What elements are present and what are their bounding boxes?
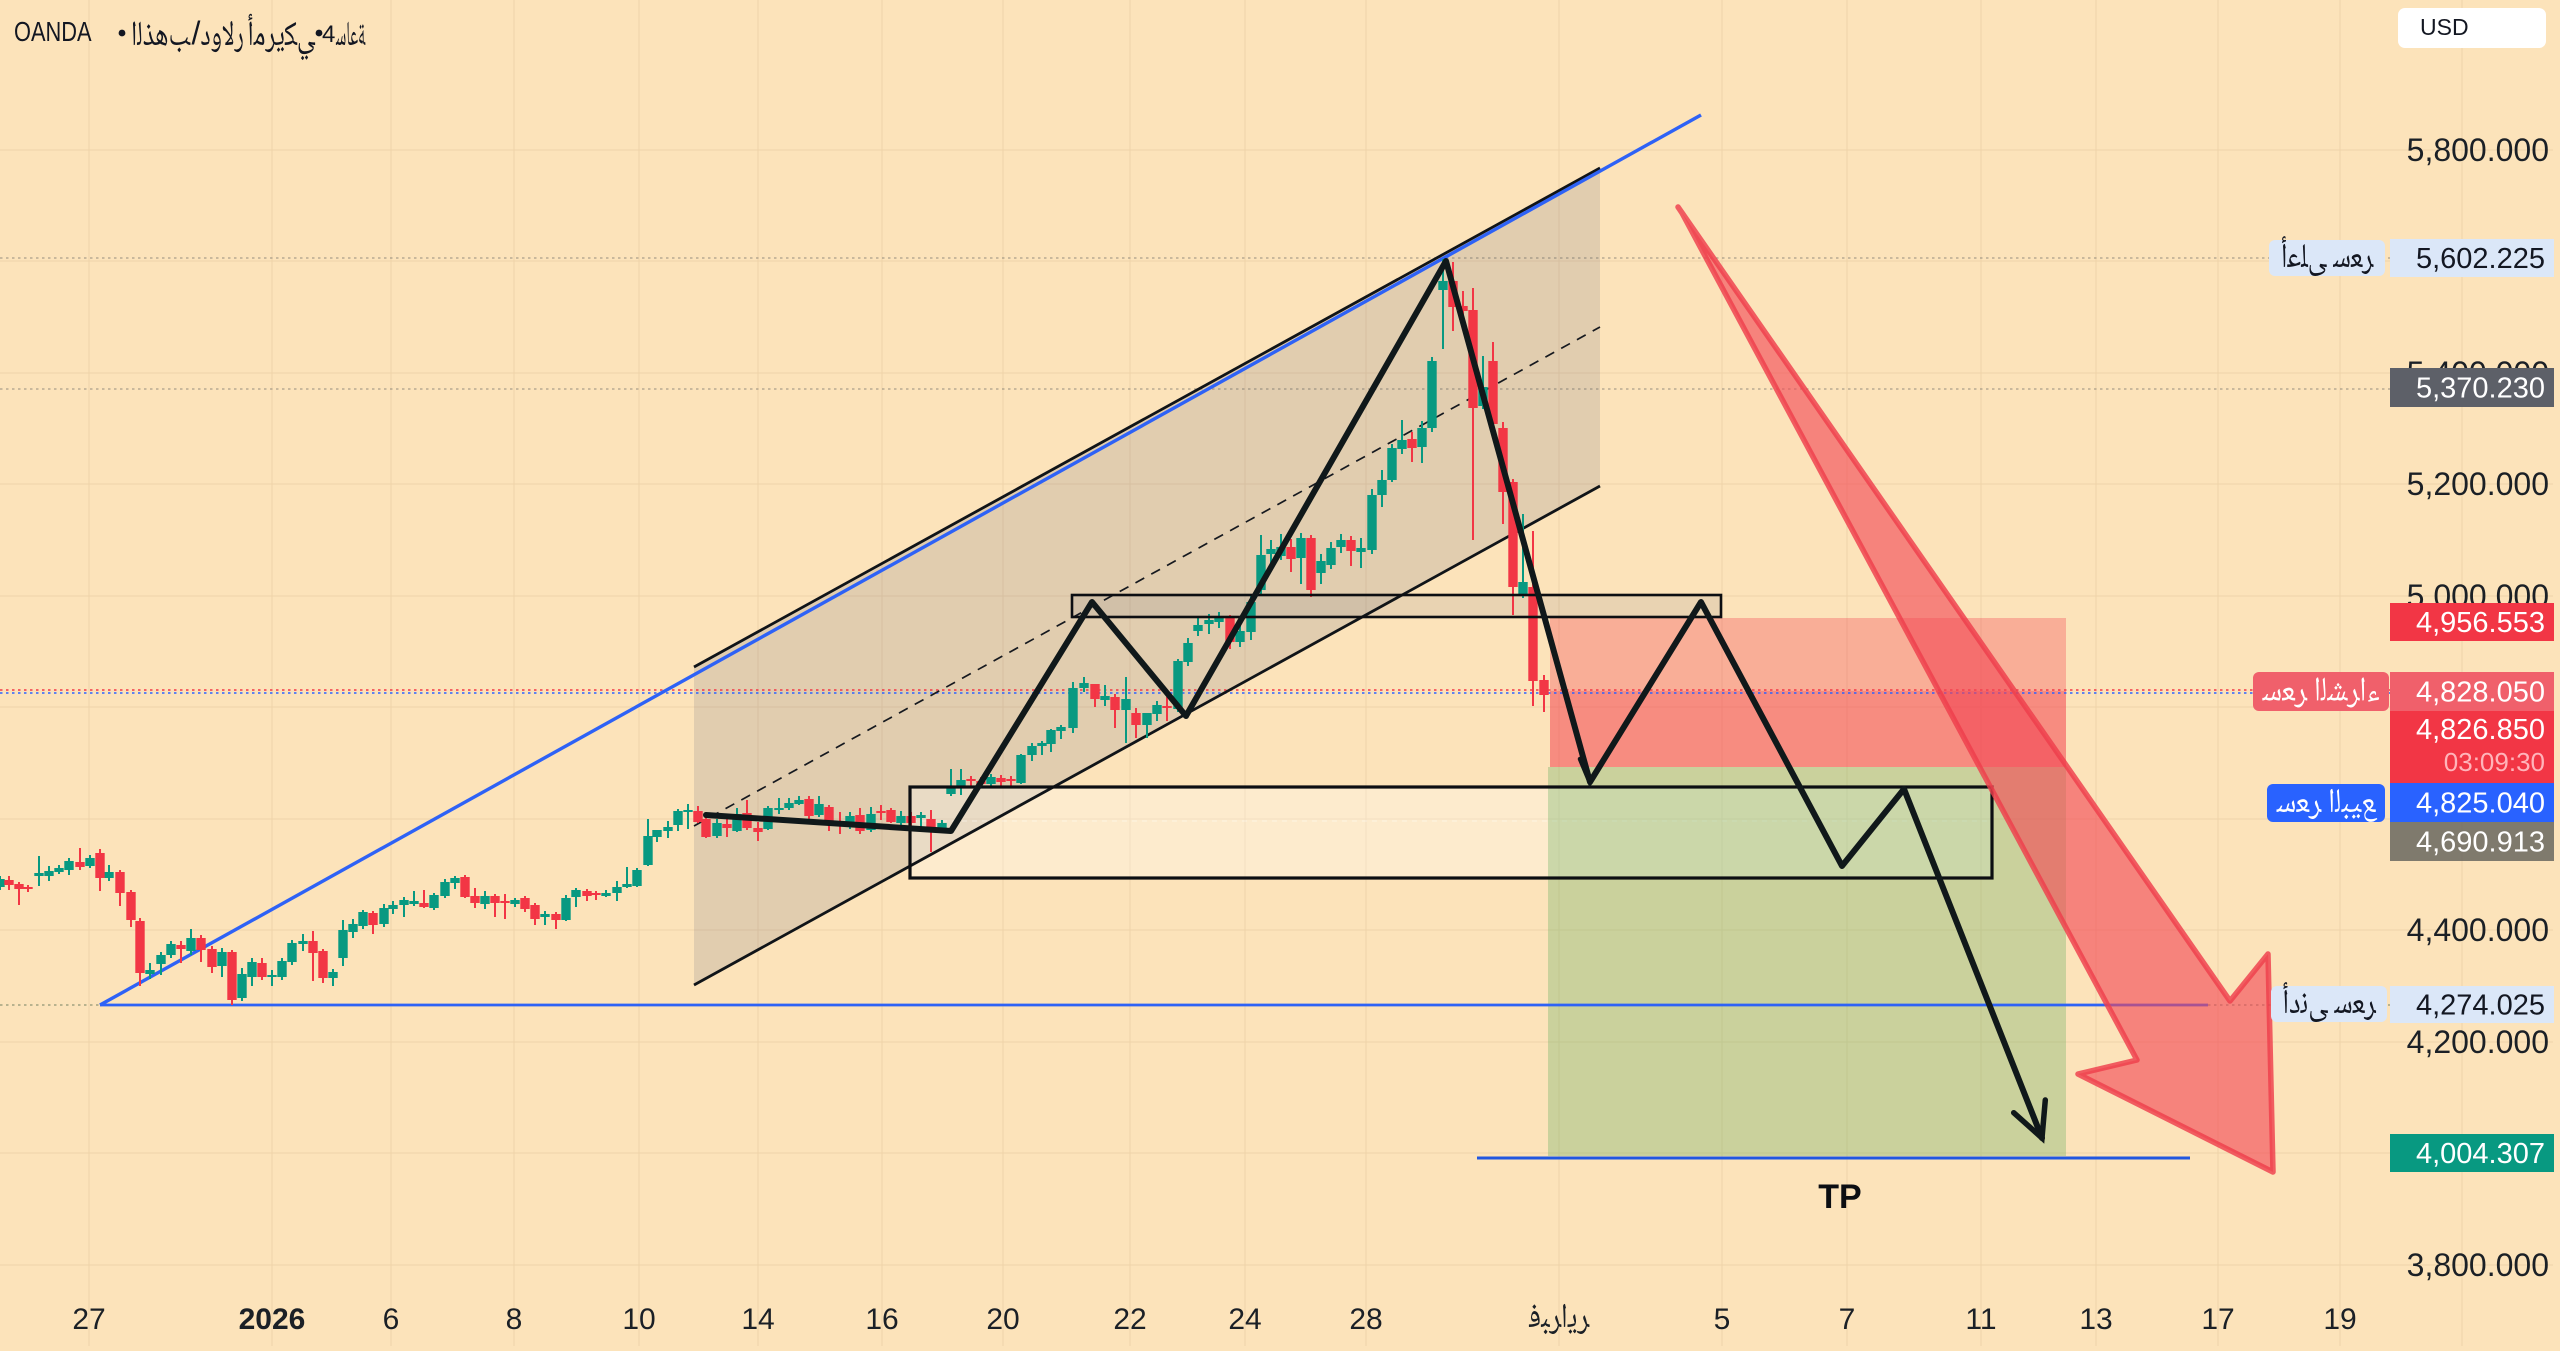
svg-text:20: 20 [986, 1303, 1019, 1336]
svg-text:22: 22 [1113, 1303, 1146, 1336]
svg-text:10: 10 [622, 1303, 655, 1336]
svg-text:4,274.025: 4,274.025 [2416, 990, 2545, 1022]
svg-text:28: 28 [1349, 1303, 1382, 1336]
svg-text:3,800.000: 3,800.000 [2407, 1247, 2549, 1283]
svg-text:14: 14 [741, 1303, 774, 1336]
svg-text:4,200.000: 4,200.000 [2407, 1024, 2549, 1060]
svg-text:6: 6 [383, 1303, 400, 1336]
svg-text:27: 27 [72, 1303, 105, 1336]
svg-text:4,826.850: 4,826.850 [2416, 714, 2545, 746]
svg-text:16: 16 [865, 1303, 898, 1336]
svg-text:19: 19 [2323, 1303, 2356, 1336]
svg-text:7: 7 [1839, 1303, 1856, 1336]
svg-text:/: / [192, 15, 201, 51]
svg-text:TP: TP [1818, 1178, 1861, 1216]
svg-text:03:09:30: 03:09:30 [2444, 747, 2545, 777]
svg-text:24: 24 [1228, 1303, 1261, 1336]
svg-text:4,825.040: 4,825.040 [2416, 788, 2545, 820]
svg-text:5,602.225: 5,602.225 [2416, 243, 2545, 275]
svg-text:4,400.000: 4,400.000 [2407, 912, 2549, 948]
svg-text:4,828.050: 4,828.050 [2416, 677, 2545, 709]
svg-text:5,200.000: 5,200.000 [2407, 466, 2549, 502]
svg-text:4,690.913: 4,690.913 [2416, 827, 2545, 859]
svg-text:5,370.230: 5,370.230 [2416, 373, 2545, 405]
svg-text:2026: 2026 [239, 1303, 306, 1336]
svg-text:OANDA: OANDA [14, 16, 92, 47]
svg-text:11: 11 [1965, 1303, 1996, 1336]
svg-text:5,800.000: 5,800.000 [2407, 132, 2549, 168]
svg-text:4,956.553: 4,956.553 [2416, 607, 2545, 639]
svg-text:5: 5 [1714, 1303, 1731, 1336]
svg-text:4: 4 [322, 21, 335, 48]
svg-text:17: 17 [2201, 1303, 2234, 1336]
svg-text:13: 13 [2079, 1303, 2112, 1336]
svg-text:USD: USD [2420, 14, 2469, 40]
svg-text:8: 8 [506, 1303, 523, 1336]
svg-text:4,004.307: 4,004.307 [2416, 1138, 2545, 1170]
